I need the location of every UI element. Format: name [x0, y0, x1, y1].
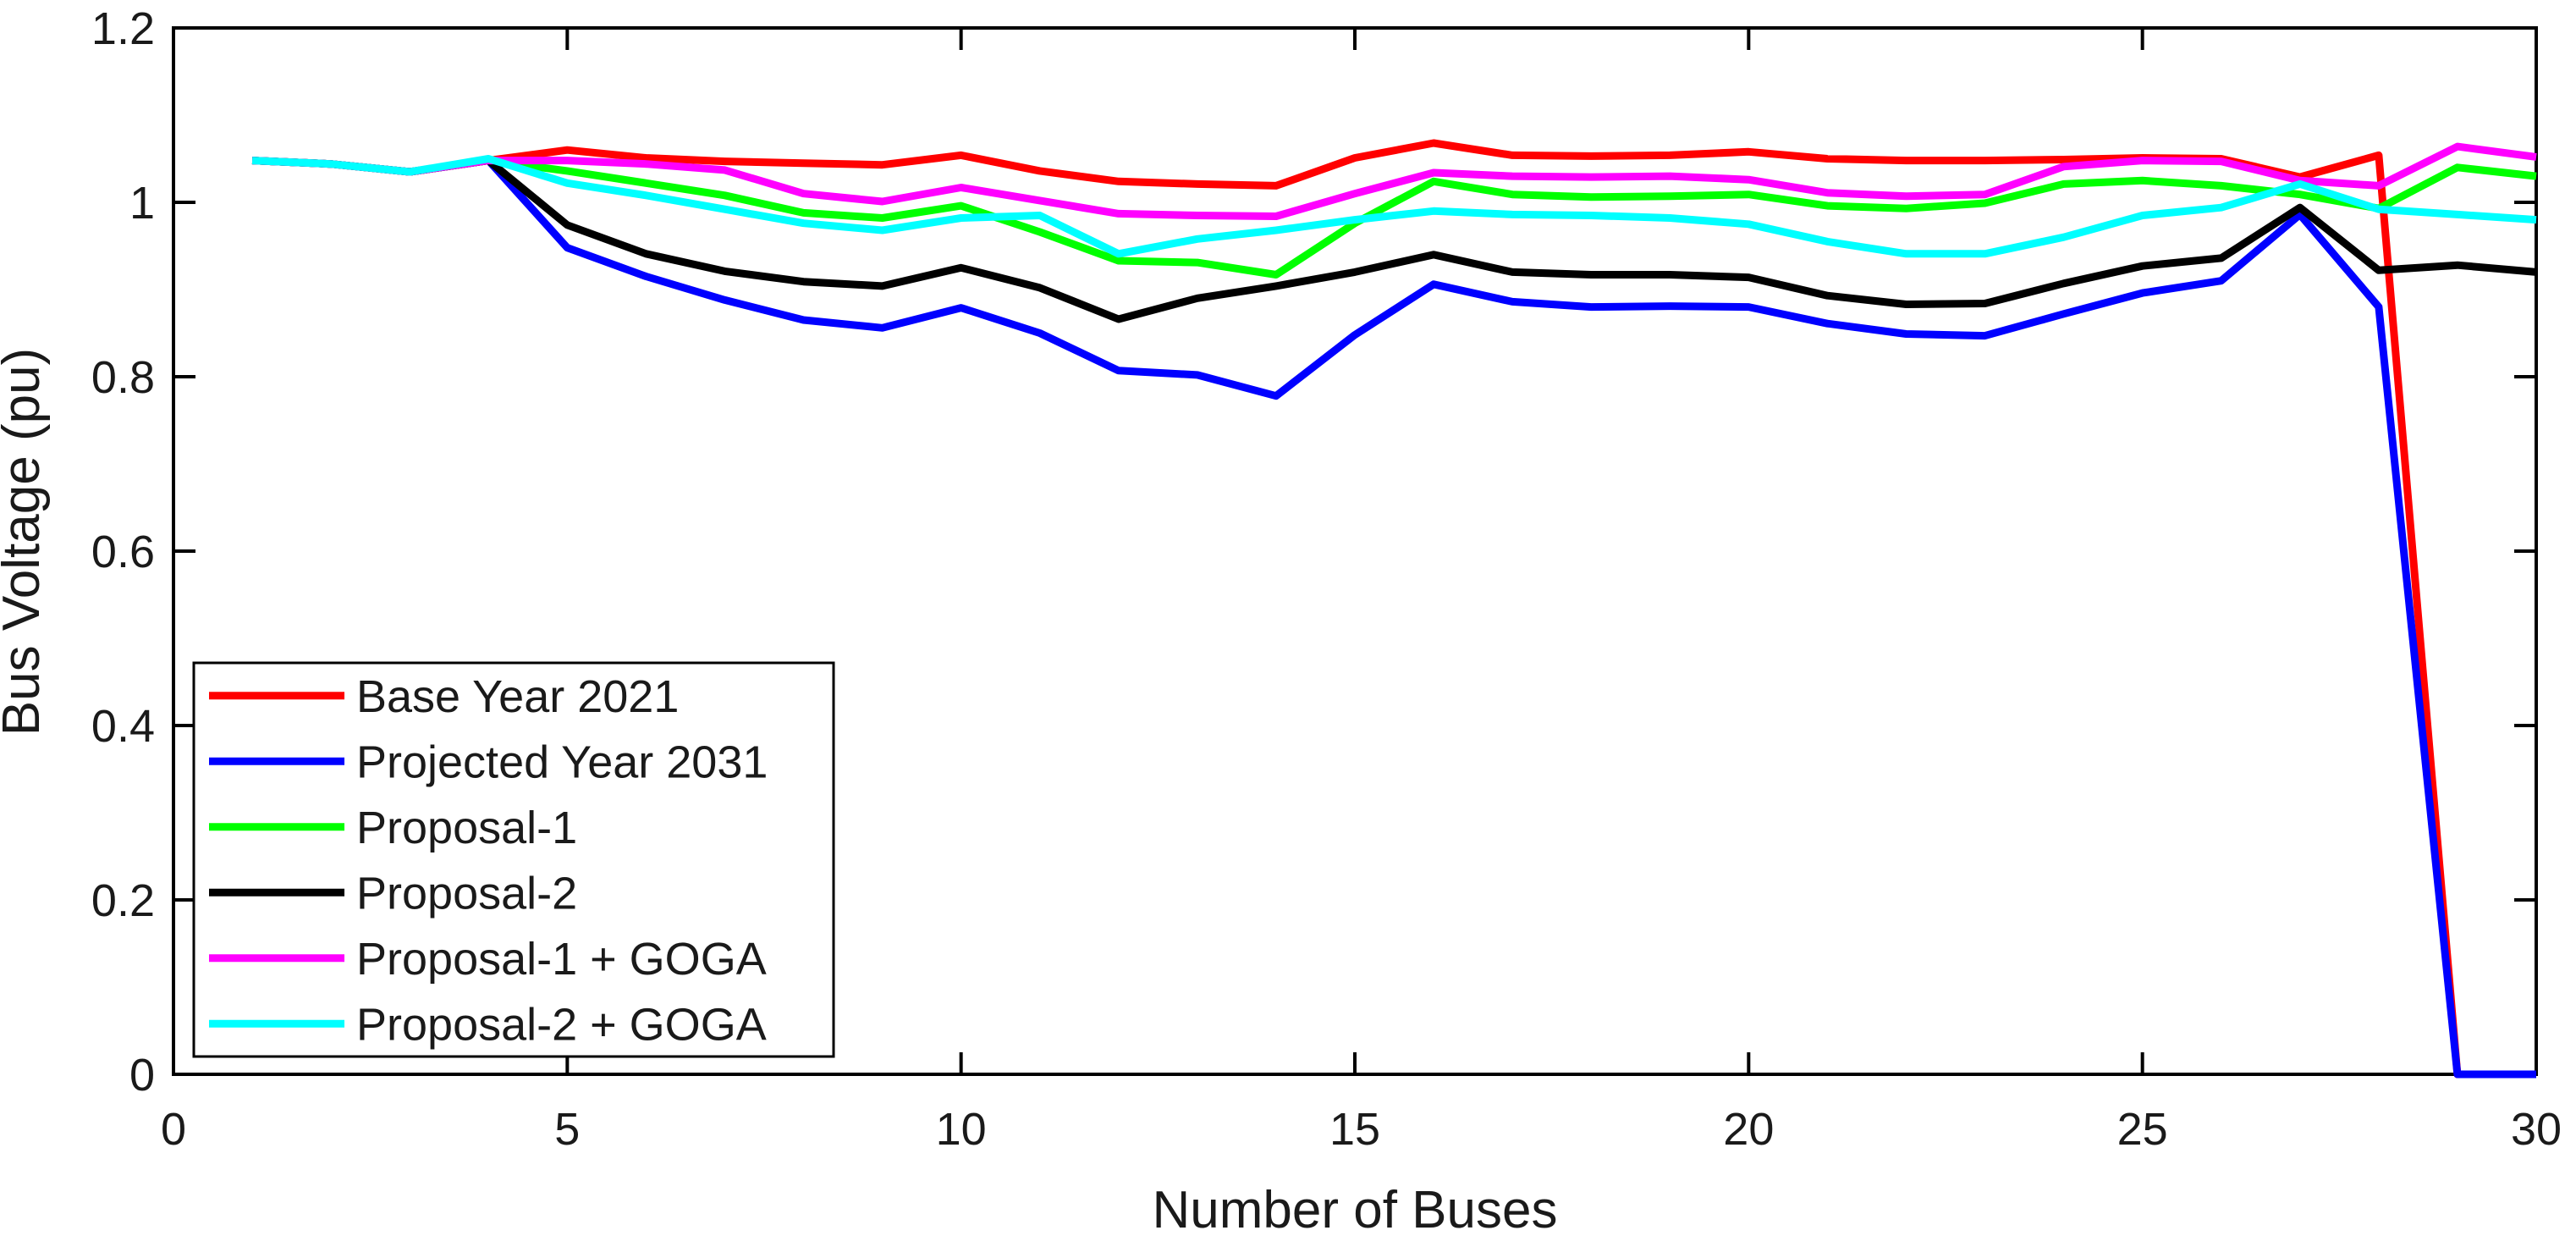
legend-label: Proposal-2 [356, 868, 577, 919]
x-tick-label: 0 [161, 1104, 186, 1155]
series-line-proposal-1 [251, 157, 2537, 279]
legend-item-proposal-1-goga: Proposal-1 + GOGA [209, 934, 767, 985]
series-line-proposal-2 [251, 157, 2537, 323]
x-tick-label: 5 [554, 1104, 580, 1155]
legend-item-proposal-1: Proposal-1 [209, 803, 577, 853]
y-axis-label: Bus Voltage (pu) [0, 348, 51, 736]
y-tick-label: 1.2 [91, 3, 155, 54]
series-line-projected-year-2031 [251, 157, 2536, 1079]
x-tick-label: 30 [2511, 1104, 2562, 1155]
series-line-proposal-2-goga [251, 155, 2537, 258]
x-tick-label: 20 [1723, 1104, 1774, 1155]
series-layer [251, 139, 2537, 1079]
legend-item-projected-year-2031: Projected Year 2031 [209, 737, 768, 787]
x-tick-label: 25 [2117, 1104, 2168, 1155]
y-tick-label: 1 [129, 178, 155, 229]
legend-label: Base Year 2021 [356, 671, 679, 722]
axes-layer: 0 5 10 15 20 25 30 0 0.2 0.4 0.6 0.8 1 1.2 [91, 3, 2562, 1155]
legend-item-proposal-2: Proposal-2 [209, 868, 577, 919]
y-tick-label: 0.6 [91, 527, 155, 577]
y-tick-label: 0.2 [91, 875, 155, 926]
x-tick-label: 15 [1329, 1104, 1380, 1155]
legend-item-base-year-2021: Base Year 2021 [209, 671, 679, 722]
legend-label: Proposal-2 + GOGA [356, 999, 767, 1050]
y-tick-label: 0 [129, 1050, 155, 1101]
y-tick-label: 0.4 [91, 701, 155, 752]
x-tick-label: 10 [936, 1104, 987, 1155]
legend-label: Proposal-1 [356, 803, 577, 853]
x-axis-label: Number of Buses [1153, 1181, 1558, 1239]
legend-layer: Base Year 2021 Projected Year 2031 Proposa… [192, 661, 835, 1058]
legend-item-proposal-2-goga: Proposal-2 + GOGA [209, 999, 767, 1050]
series-line-proposal-1-goga [251, 142, 2537, 220]
y-tick-label: 0.8 [91, 352, 155, 403]
legend-box [192, 661, 835, 1058]
legend-label: Proposal-1 + GOGA [356, 934, 767, 985]
legend-label: Projected Year 2031 [356, 737, 768, 787]
